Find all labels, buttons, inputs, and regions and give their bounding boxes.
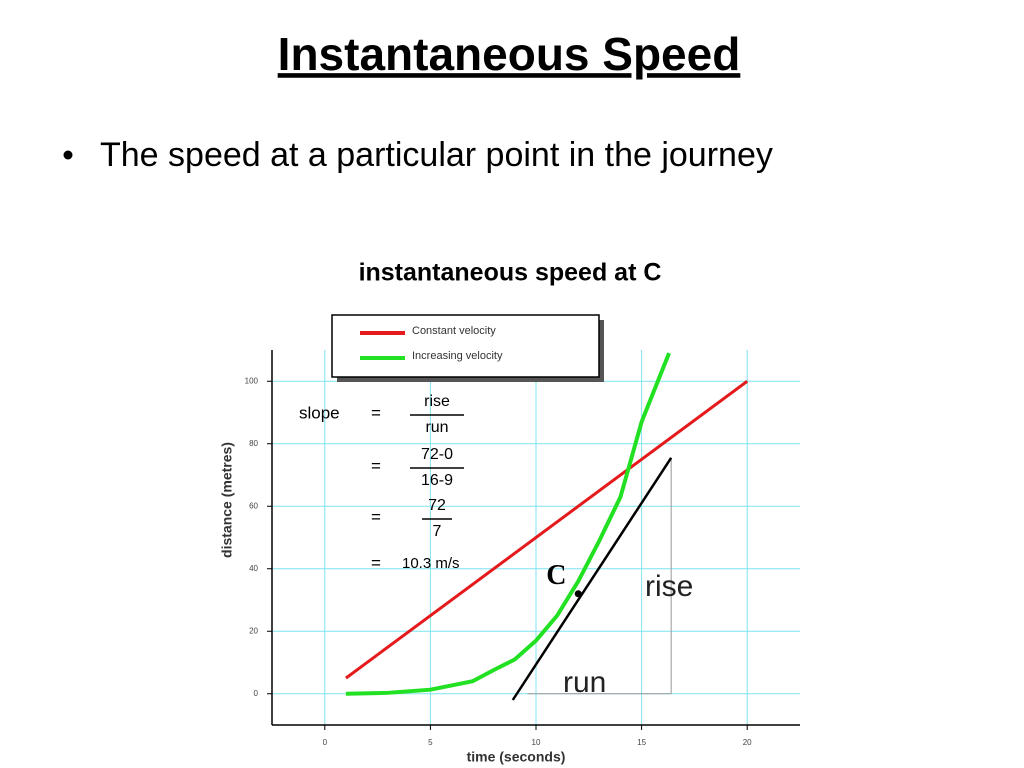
y-tick-label: 20 — [249, 626, 258, 635]
y-tick-label: 0 — [254, 689, 259, 698]
y-axis-label: distance (metres) — [219, 442, 235, 558]
tangent-line — [511, 457, 673, 701]
y-tick-label: 40 — [249, 564, 258, 573]
legend-box — [331, 314, 600, 378]
formula-eq: = — [371, 553, 381, 572]
formula-eq: = — [371, 507, 381, 526]
x-tick-label: 20 — [743, 738, 752, 747]
formula-num: 72 — [428, 497, 446, 514]
y-tick-label: 100 — [245, 376, 259, 385]
data-line — [345, 380, 749, 680]
point-c — [574, 590, 582, 598]
x-tick-label: 10 — [532, 738, 541, 747]
formula-result: 10.3 m/s — [402, 555, 460, 572]
legend-label: Constant velocity — [412, 325, 496, 337]
rise-label: rise — [645, 570, 693, 603]
x-tick-label: 15 — [637, 738, 646, 747]
bullet-text: The speed at a particular point in the j… — [100, 136, 773, 174]
y-tick-label: 60 — [249, 501, 258, 510]
chart-title: instantaneous speed at C — [359, 259, 662, 287]
slide-title: Instantaneous Speed — [278, 28, 741, 80]
formula-eq: = — [371, 456, 381, 475]
x-axis-label: time (seconds) — [467, 749, 566, 765]
run-label: run — [563, 666, 606, 699]
data-line — [345, 352, 671, 696]
y-tick-label: 80 — [249, 439, 258, 448]
formula-num: 72-0 — [421, 446, 453, 463]
formula-eq: = — [371, 403, 381, 422]
bullet-dot — [63, 150, 73, 160]
x-tick-label: 0 — [323, 738, 328, 747]
formula-den: 7 — [433, 523, 442, 540]
formula-lhs: slope — [299, 403, 340, 422]
formula-num: rise — [424, 393, 450, 410]
point-label: C — [546, 560, 566, 591]
formula-den: run — [425, 419, 448, 436]
x-tick-label: 5 — [428, 738, 433, 747]
formula-den: 16-9 — [421, 472, 453, 489]
legend-label: Increasing velocity — [412, 350, 503, 362]
